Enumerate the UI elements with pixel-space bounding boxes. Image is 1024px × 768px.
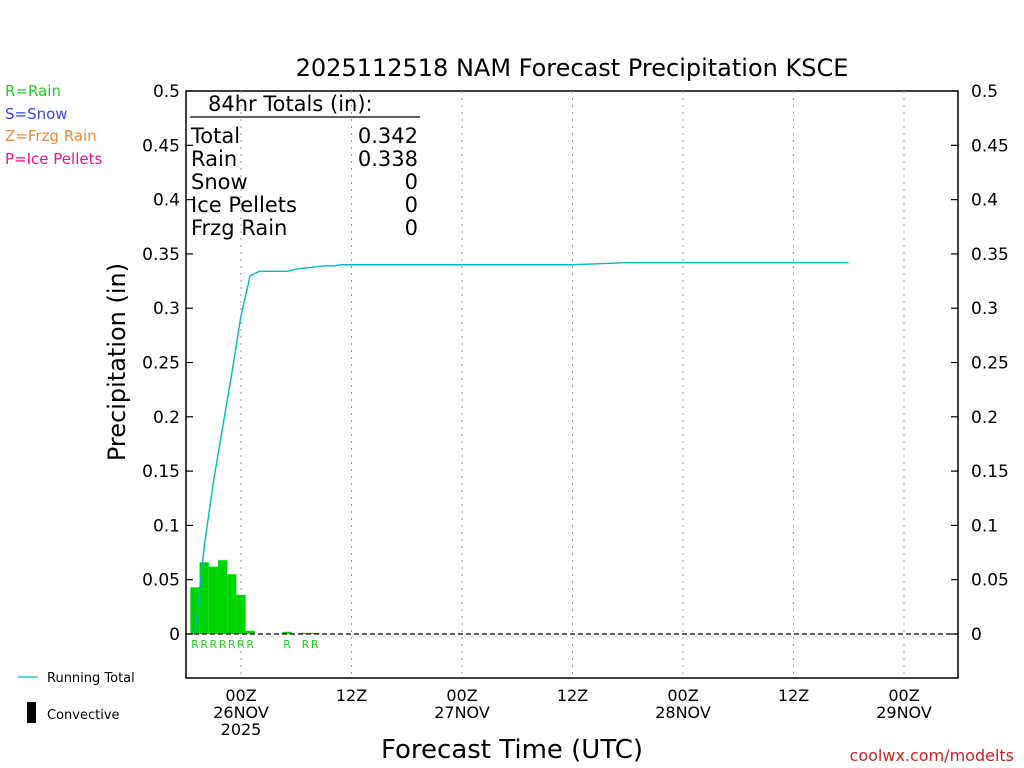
totals-value-total: 0.342: [358, 124, 418, 148]
y-tick-label-right: 0.1: [971, 516, 998, 536]
totals-value-rain: 0.338: [358, 147, 418, 171]
precip-type-label: R: [210, 638, 218, 651]
y-tick-label-left: 0.2: [153, 408, 180, 428]
precip-bar: [300, 632, 311, 634]
totals-label-ice-pellets: Ice Pellets: [191, 193, 297, 217]
legend-running-total-label: Running Total: [47, 671, 135, 686]
running-total-series: [194, 261, 849, 635]
y-tick-label-right: 0.5: [971, 82, 998, 102]
legend-ice-pellets: P=Ice Pellets: [5, 150, 102, 168]
totals-value-ice-pellets: 0: [405, 193, 418, 217]
x-tick-label: 29NOV: [876, 703, 932, 722]
precip-bar: [227, 574, 237, 634]
precip-type-label: R: [246, 638, 254, 651]
x-tick-label: 27NOV: [434, 703, 490, 722]
precip-bar: [208, 566, 218, 634]
precip-bar: [217, 560, 228, 634]
x-tick-label: 00Z: [225, 686, 256, 705]
chart-title: 2025112518 NAM Forecast Precipitation KS…: [296, 54, 849, 82]
legend-convective-label: Convective: [47, 708, 120, 723]
y-tick-label-right: 0: [971, 625, 982, 645]
precip-bar: [236, 594, 246, 634]
x-tick-label: 00Z: [888, 686, 919, 705]
precip-type-label: R: [228, 638, 236, 651]
x-tick-label: 2025: [221, 720, 262, 739]
x-tick-label: 00Z: [667, 686, 698, 705]
y-tick-label-left: 0.3: [153, 299, 180, 319]
x-axis-label: Forecast Time (UTC): [381, 735, 643, 765]
precip-type-label: R: [302, 638, 310, 651]
totals-label-frzg-rain: Frzg Rain: [191, 216, 287, 240]
grid-lines: [240, 91, 905, 678]
precip-bar: [190, 587, 200, 634]
legend-snow: S=Snow: [5, 105, 68, 123]
totals-heading: 84hr Totals (in):: [208, 92, 373, 116]
running-total-line: [194, 261, 849, 635]
series-legend: Running Total Convective: [18, 671, 135, 723]
y-tick-label-left: 0.15: [142, 462, 180, 482]
y-tick-label-right: 0.45: [971, 136, 1009, 156]
x-tick-label: 12Z: [557, 686, 588, 705]
totals-value-snow: 0: [405, 170, 418, 194]
precip-type-label: R: [200, 638, 208, 651]
precip-type-label: R: [283, 638, 291, 651]
axes: 0 00.05 0.050.1 0.10.15 0.150.2 0.20.25 0.250.…: [142, 82, 1009, 739]
x-tick-label: 28NOV: [655, 703, 711, 722]
legend-convective-swatch: [27, 702, 36, 723]
precip-type-legend: R=Rain S=Snow Z=Frzg Rain P=Ice Pellets: [5, 82, 102, 168]
y-tick-label-left: 0.25: [142, 354, 180, 374]
y-tick-label-left: 0.5: [153, 82, 180, 102]
totals-label-snow: Snow: [191, 170, 248, 194]
y-tick-label-left: 0.1: [153, 516, 180, 536]
precip-type-label: R: [191, 638, 199, 651]
y-tick-label-left: 0.45: [142, 136, 180, 156]
precip-bar: [282, 631, 292, 634]
y-tick-label-right: 0.25: [971, 354, 1009, 374]
x-tick-label: 00Z: [446, 686, 477, 705]
x-tick-label: 26NOV: [213, 703, 269, 722]
x-tick-label: 12Z: [778, 686, 809, 705]
y-tick-label-right: 0.4: [971, 191, 998, 211]
legend-frzg-rain: Z=Frzg Rain: [5, 127, 97, 145]
y-tick-label-right: 0.2: [971, 408, 998, 428]
y-tick-label-right: 0.3: [971, 299, 998, 319]
totals-value-frzg-rain: 0: [405, 216, 418, 240]
y-tick-label-left: 0: [169, 625, 180, 645]
totals-box: 84hr Totals (in): Total 0.342 Rain 0.338…: [190, 92, 420, 240]
precip-bar: [245, 630, 255, 634]
y-axis-label: Precipitation (in): [103, 263, 131, 461]
y-tick-label-left: 0.35: [142, 245, 180, 265]
watermark: coolwx.com/modelts: [850, 746, 1014, 765]
precip-bar: [199, 562, 209, 634]
legend-rain: R=Rain: [5, 82, 61, 100]
precip-type-label: R: [311, 638, 319, 651]
precip-type-label: R: [237, 638, 245, 651]
y-tick-label-right: 0.35: [971, 245, 1009, 265]
totals-label-total: Total: [190, 124, 240, 148]
x-tick-label: 12Z: [336, 686, 367, 705]
y-tick-label-left: 0.4: [153, 191, 180, 211]
y-tick-label-left: 0.05: [142, 571, 180, 591]
y-tick-label-right: 0.05: [971, 571, 1009, 591]
precip-type-label: R: [219, 638, 227, 651]
y-tick-label-right: 0.15: [971, 462, 1009, 482]
totals-label-rain: Rain: [191, 147, 237, 171]
